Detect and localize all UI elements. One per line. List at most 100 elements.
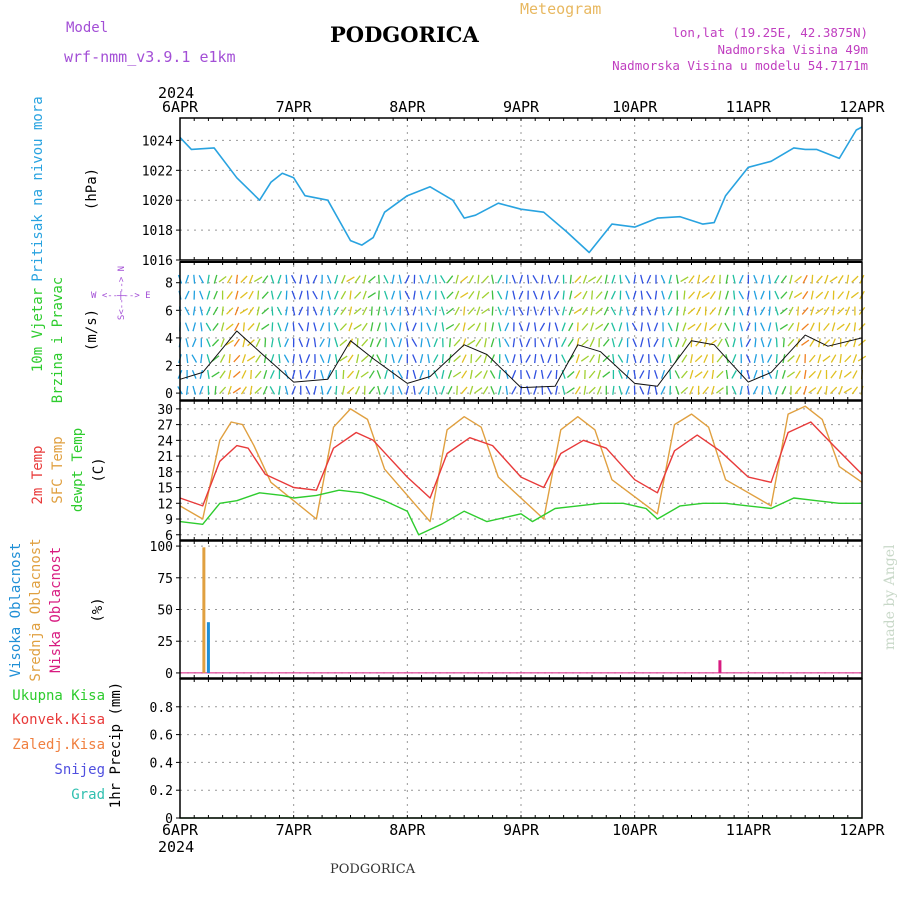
wind-arrow <box>675 338 680 348</box>
wind-arrow <box>540 369 544 380</box>
wind-arrow <box>526 322 530 332</box>
wind-arrow <box>469 385 474 395</box>
wind-arrow <box>845 306 851 316</box>
wind-arrow <box>383 385 389 395</box>
wind-arrow <box>448 338 452 348</box>
wind-arrow <box>767 385 772 395</box>
wind-speed-line <box>179 330 863 389</box>
wind-arrow <box>774 274 780 284</box>
wind-arrow <box>369 354 375 363</box>
wind-arrow <box>418 386 425 395</box>
wind-arrow <box>688 275 695 284</box>
wind-arrow <box>320 370 325 379</box>
wind-arrow <box>702 370 709 379</box>
wind-arrow <box>206 290 211 300</box>
wind-arrow <box>376 370 382 379</box>
wind-arrow <box>831 338 836 348</box>
wind-arrow <box>647 338 651 348</box>
y-tick-label: 0.2 <box>150 784 173 799</box>
wind-arrow <box>555 369 558 380</box>
wind-arrow <box>348 322 353 332</box>
wind-arrow <box>824 290 829 300</box>
wind-arrow <box>420 338 423 348</box>
wind-arrow <box>687 323 696 330</box>
wind-arrow <box>247 306 255 316</box>
wind-arrow <box>354 291 362 299</box>
wind-arrow <box>278 385 281 395</box>
wind-arrow <box>532 290 538 300</box>
wind-arrow <box>214 385 217 395</box>
wind-arrow <box>491 306 494 316</box>
wind-arrow <box>491 322 495 332</box>
wind-arrow <box>667 290 673 300</box>
wind-arrow <box>653 369 659 379</box>
wind-arrow <box>383 290 389 300</box>
wind-arrow <box>725 369 729 379</box>
wind-arrow <box>803 385 808 395</box>
wind-arrow <box>775 322 779 332</box>
wind-arrow <box>199 306 204 316</box>
wind-arrow <box>376 322 381 332</box>
wind-arrow <box>668 338 673 348</box>
wind-arrow <box>850 291 859 299</box>
wind-arrow <box>739 385 743 395</box>
wind-arrow <box>603 306 609 316</box>
wind-arrow <box>497 385 502 395</box>
wind-arrow <box>831 322 836 332</box>
wind-arrow <box>732 274 736 284</box>
footer-city: PODGORICA <box>330 862 416 877</box>
y-tick-label: 6 <box>165 304 173 319</box>
wind-arrow <box>581 306 589 316</box>
wind-arrow <box>475 338 482 347</box>
wind-arrow <box>701 275 710 283</box>
wind-arrow <box>305 370 311 379</box>
precip-label: Zaledj.Kisa <box>12 737 105 753</box>
wind-arrow <box>246 355 256 362</box>
wind-arrow <box>710 385 715 395</box>
y-tick-label: 2 <box>165 360 173 375</box>
wind-arrow <box>239 308 249 314</box>
wind-arrow <box>801 339 810 346</box>
wind-arrow <box>611 338 616 348</box>
wind-arrow <box>312 274 318 284</box>
wind-arrow <box>283 354 290 363</box>
wind-arrow <box>412 306 417 316</box>
wind-arrow <box>612 354 615 364</box>
wind-arrow <box>709 323 717 331</box>
wind-arrow <box>199 290 204 300</box>
year-top: 2024 <box>158 84 195 102</box>
wind-arrow <box>844 338 852 347</box>
wind-arrow <box>367 275 376 283</box>
wind-arrow <box>732 338 736 348</box>
wind-arrow <box>305 354 311 364</box>
wind-arrow <box>440 306 445 316</box>
wind-arrow <box>626 354 629 364</box>
y-tick-label: 100 <box>150 540 173 555</box>
wind-arrow <box>206 306 211 316</box>
wind-arrow <box>591 290 594 300</box>
wind-arrow <box>313 322 317 332</box>
wind-arrow <box>511 370 517 379</box>
cloud-label-low: Niska Oblacnost <box>48 547 64 673</box>
wind-arrow <box>683 290 686 300</box>
x-label-top: 9APR <box>503 98 540 116</box>
wind-arrow <box>732 322 736 332</box>
wind-arrow <box>817 354 822 364</box>
wind-arrow <box>709 307 717 315</box>
city-title: PODGORICA <box>330 22 479 47</box>
wind-arrow <box>399 290 402 300</box>
wind-arrow <box>226 307 234 315</box>
wind-arrow <box>264 338 267 348</box>
wind-arrow <box>822 355 831 362</box>
wind-arrow <box>574 386 581 395</box>
wind-arrow <box>696 290 701 300</box>
lonlat-text: lon,lat (19.25E, 42.3875N) <box>672 25 868 40</box>
wind-arrow <box>753 354 758 364</box>
wind-arrow <box>815 291 824 299</box>
wind-arrow <box>595 291 603 299</box>
wind-arrow <box>250 369 252 380</box>
wind-arrow <box>546 386 552 395</box>
wind-arrow <box>211 371 220 378</box>
wind-arrow <box>752 386 759 395</box>
wind-arrow <box>426 290 431 300</box>
